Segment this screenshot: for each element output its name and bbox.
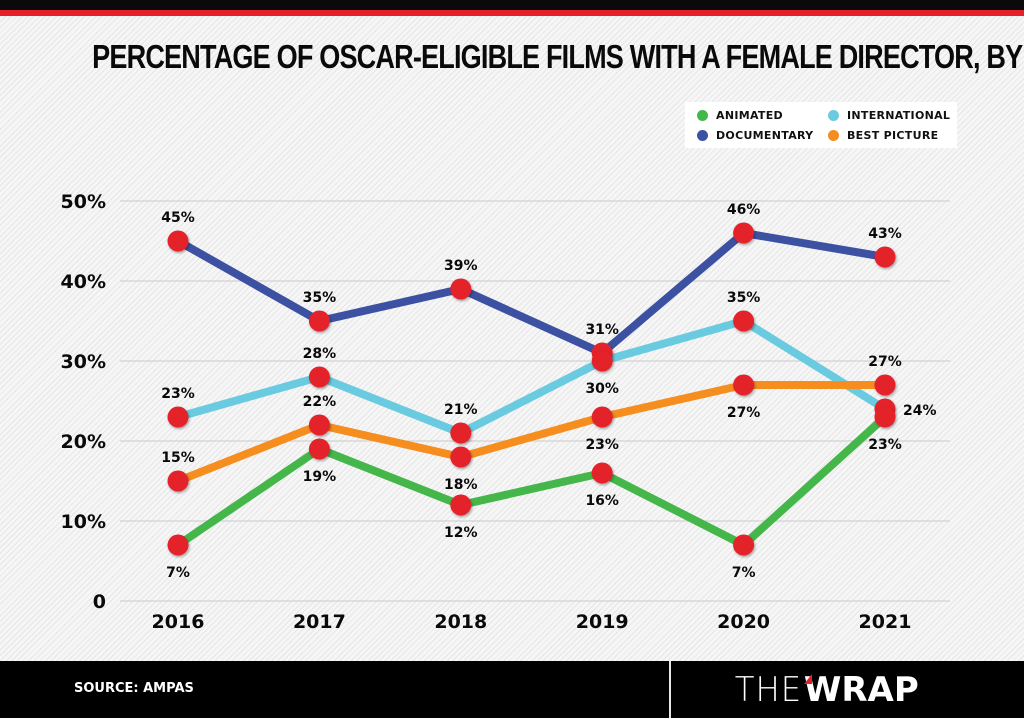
legend-item-animated: ANIMATED	[697, 109, 783, 122]
y-axis: 0 10% 20% 30% 40% 50%	[61, 191, 106, 613]
data-point-documentary	[733, 222, 755, 244]
data-label-animated: 19%	[303, 469, 337, 485]
legend-label: DOCUMENTARY	[716, 129, 814, 142]
data-point-best-picture	[450, 446, 472, 468]
data-point-animated	[591, 462, 613, 484]
data-point-animated	[733, 534, 755, 556]
x-tick-label: 2017	[293, 611, 346, 633]
data-label-documentary: 39%	[444, 258, 478, 274]
source-note: SOURCE: AMPAS	[74, 681, 194, 696]
series-markers	[167, 222, 896, 556]
data-point-animated	[874, 406, 896, 428]
series-lines	[174, 229, 889, 549]
data-label-international: 35%	[727, 290, 761, 306]
data-label-best-picture: 23%	[585, 437, 619, 453]
data-point-international	[450, 422, 472, 444]
data-label-best-picture: 27%	[727, 405, 761, 421]
y-tick-label: 30%	[61, 351, 106, 373]
logo-text-the: THE	[734, 670, 803, 710]
data-label-best-picture: 22%	[303, 394, 337, 410]
y-tick-label: 20%	[61, 431, 106, 453]
data-point-documentary	[167, 230, 189, 252]
legend: ANIMATED INTERNATIONAL DOCUMENTARY BEST …	[685, 102, 957, 148]
data-label-animated: 7%	[732, 565, 756, 581]
top-red-bar	[0, 10, 1024, 16]
legend-item-international: INTERNATIONAL	[828, 109, 950, 122]
data-label-animated: 12%	[444, 525, 478, 541]
legend-item-best-picture: BEST PICTURE	[828, 129, 938, 142]
chart-title: PERCENTAGE OF OSCAR-ELIGIBLE FILMS WITH …	[92, 38, 1024, 75]
data-label-documentary: 31%	[585, 322, 619, 338]
x-tick-label: 2019	[576, 611, 629, 633]
series-line-animated	[174, 413, 889, 549]
logo-text-wrap: WRAP	[803, 670, 919, 710]
data-label-international: 21%	[444, 402, 478, 418]
data-point-documentary	[450, 278, 472, 300]
legend-swatch-documentary	[697, 130, 708, 141]
legend-item-documentary: DOCUMENTARY	[697, 129, 813, 142]
data-label-international: 24%	[903, 403, 937, 419]
data-label-international: 28%	[303, 346, 337, 362]
data-label-animated: 7%	[166, 565, 190, 581]
data-label-international: 30%	[585, 381, 619, 397]
thewrap-logo: THE WRAP	[733, 671, 919, 709]
data-point-best-picture	[167, 470, 189, 492]
x-tick-label: 2016	[152, 611, 205, 633]
legend-swatch-best-picture	[828, 130, 839, 141]
data-label-documentary: 35%	[303, 290, 337, 306]
legend-label: BEST PICTURE	[847, 129, 939, 142]
gridlines	[120, 200, 950, 602]
x-axis: 2016 2017 2018 2019 2020 2021	[152, 611, 912, 633]
x-tick-label: 2020	[717, 611, 770, 633]
data-label-international: 23%	[161, 386, 195, 402]
data-point-animated	[167, 534, 189, 556]
data-label-best-picture: 18%	[444, 477, 478, 493]
data-label-animated: 16%	[585, 493, 619, 509]
footer: SOURCE: AMPAS THE WRAP	[0, 661, 1024, 718]
data-point-best-picture	[308, 414, 330, 436]
data-point-international	[591, 350, 613, 372]
data-point-international	[308, 366, 330, 388]
data-point-international	[167, 406, 189, 428]
series-line-international	[174, 317, 889, 437]
data-label-documentary: 43%	[868, 226, 902, 242]
series-line-best-picture	[174, 381, 889, 485]
data-label-animated: 23%	[868, 437, 902, 453]
data-point-best-picture	[733, 374, 755, 396]
data-label-documentary: 45%	[161, 210, 195, 226]
legend-swatch-international	[828, 110, 839, 121]
data-point-best-picture	[591, 406, 613, 428]
logo-flag-icon	[803, 674, 812, 684]
x-tick-label: 2018	[434, 611, 487, 633]
data-point-best-picture	[874, 374, 896, 396]
data-point-documentary	[874, 246, 896, 268]
top-black-bar	[0, 0, 1024, 10]
y-tick-label: 50%	[61, 191, 106, 213]
y-tick-label: 10%	[61, 511, 106, 533]
y-tick-label: 40%	[61, 271, 106, 293]
data-labels: 45% 35% 39% 31% 46% 43% 23% 28% 21% 30% 35% 24% 15% 2…	[161, 202, 936, 581]
line-chart: 0 10% 20% 30% 40% 50% 2016 2017 2018 2019 2020 202…	[61, 191, 950, 633]
logo-wrap-word: WRAP	[803, 670, 919, 710]
legend-label: ANIMATED	[716, 109, 783, 122]
data-label-best-picture: 15%	[161, 450, 195, 466]
data-label-documentary: 46%	[727, 202, 761, 218]
footer-divider	[669, 661, 671, 718]
data-label-best-picture: 27%	[868, 354, 902, 370]
legend-swatch-animated	[697, 110, 708, 121]
legend-label: INTERNATIONAL	[847, 109, 951, 122]
series-line-documentary	[174, 229, 889, 357]
data-point-international	[733, 310, 755, 332]
x-tick-label: 2021	[859, 611, 912, 633]
data-point-animated	[450, 494, 472, 516]
data-point-documentary	[308, 310, 330, 332]
data-point-animated	[308, 438, 330, 460]
y-tick-label: 0	[93, 591, 106, 613]
